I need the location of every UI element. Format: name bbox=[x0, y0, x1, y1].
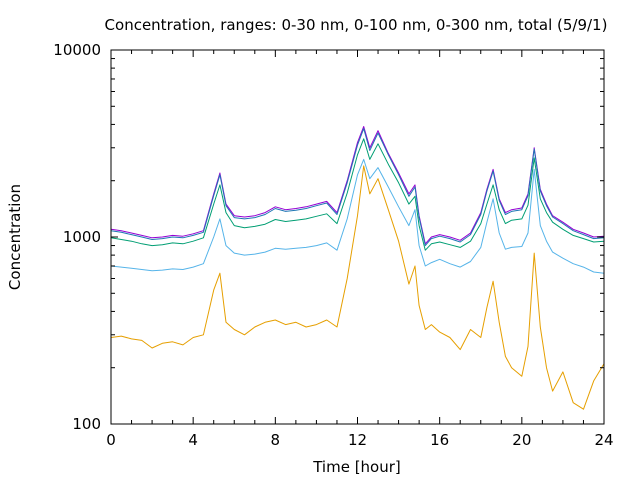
series-line-3 bbox=[110, 138, 605, 251]
x-axis-label: Time [hour] bbox=[312, 458, 401, 476]
x-tick-label: 8 bbox=[271, 431, 281, 449]
series-line-2 bbox=[110, 128, 605, 247]
x-tick-label: 24 bbox=[594, 431, 613, 449]
chart-title: Concentration, ranges: 0-30 nm, 0-100 nm… bbox=[105, 16, 608, 34]
series-layer bbox=[110, 126, 605, 410]
x-tick-label: 20 bbox=[512, 431, 531, 449]
series-line-5 bbox=[110, 165, 605, 410]
y-axis-label: Concentration bbox=[6, 184, 24, 290]
x-tick-label: 0 bbox=[106, 431, 116, 449]
x-tick-label: 16 bbox=[430, 431, 449, 449]
axes-layer: 0 4 8 12 16 20 24 100 1000 10000 bbox=[53, 41, 613, 449]
y-tick-label: 100 bbox=[72, 415, 101, 433]
y-tick-label: 10000 bbox=[53, 41, 101, 59]
y-tick-label: 1000 bbox=[63, 228, 101, 246]
x-tick-label: 4 bbox=[188, 431, 198, 449]
x-tick-label: 12 bbox=[348, 431, 367, 449]
series-line-4 bbox=[110, 158, 605, 274]
